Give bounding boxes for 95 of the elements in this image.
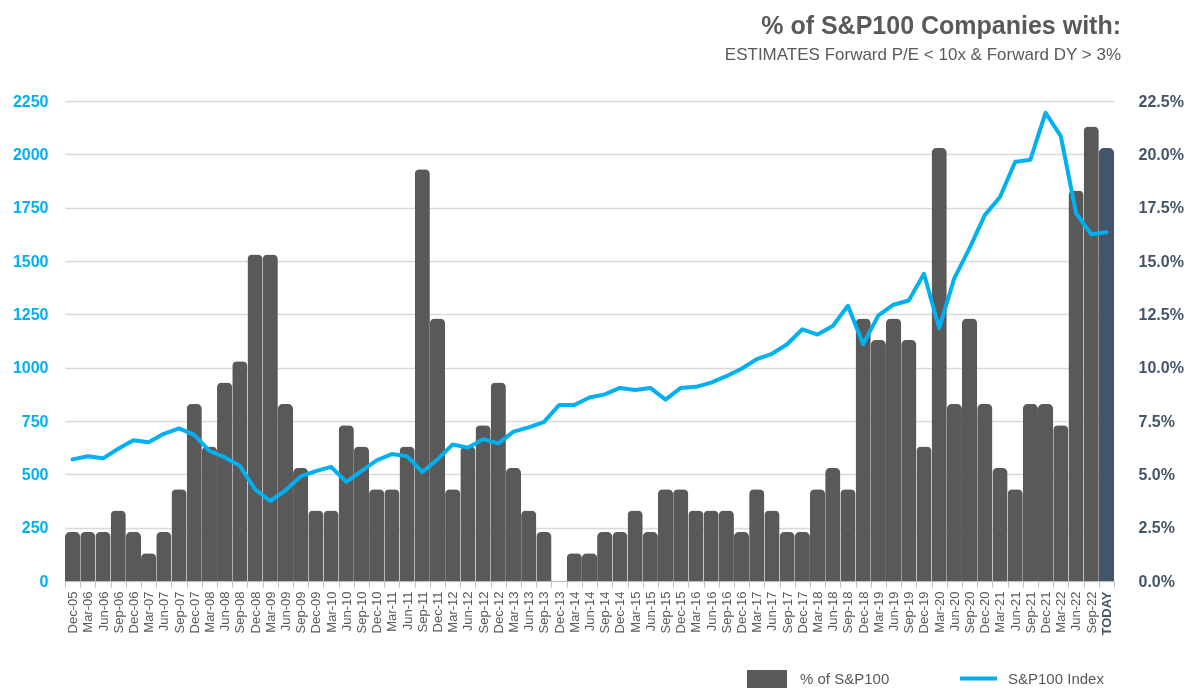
x-tick-label: Mar-14 <box>566 591 582 633</box>
x-tick-label: Jun-12 <box>460 591 476 632</box>
y-tick-label: 250 <box>21 519 49 537</box>
x-tick-label: TODAY <box>1098 591 1114 636</box>
x-tick-label: Dec-13 <box>551 591 567 634</box>
x-tick-label: Mar-11 <box>384 591 400 632</box>
x-tick-label: Jun-21 <box>1007 591 1023 632</box>
x-tick-label: Mar-20 <box>931 591 947 633</box>
y2-tick-label: 0.0% <box>1138 572 1175 590</box>
x-tick-label: Jun-13 <box>521 591 537 632</box>
y-tick-label: 1500 <box>12 252 49 270</box>
x-tick-label: Dec-15 <box>673 591 689 634</box>
y-tick-label: 1250 <box>12 305 49 323</box>
x-tick-label: Dec-08 <box>247 591 263 634</box>
x-tick-label: Sep-20 <box>962 591 978 634</box>
y-tick-label: 1000 <box>12 359 49 377</box>
x-tick-label: Mar-13 <box>505 591 521 633</box>
x-tick-label: Dec-21 <box>1038 591 1054 634</box>
x-tick-label: Jun-22 <box>1068 591 1084 632</box>
x-tick-label: Sep-13 <box>536 591 552 634</box>
line-series <box>70 110 1109 503</box>
x-tick-label: Jun-10 <box>338 591 354 632</box>
x-tick-label: Dec-20 <box>977 591 993 634</box>
x-tick-label: Sep-06 <box>110 591 126 634</box>
x-tick-label: Dec-17 <box>794 591 810 634</box>
y2-tick-label: 7.5% <box>1138 412 1175 430</box>
x-tick-label: Mar-07 <box>141 591 157 633</box>
chart-title: % of S&P100 Companies with: <box>761 11 1121 39</box>
y2-tick-label: 15.0% <box>1138 252 1184 270</box>
x-tick-label: Sep-10 <box>353 591 369 634</box>
x-tick-label: Dec-12 <box>490 591 506 634</box>
y2-tick-label: 22.5% <box>1138 92 1184 110</box>
y-tick-label: 2250 <box>12 92 49 110</box>
x-tick-label: Dec-19 <box>916 591 932 634</box>
x-tick-label: Dec-05 <box>65 591 81 634</box>
x-tick-label: Dec-06 <box>125 591 141 634</box>
x-tick-label: Dec-16 <box>734 591 750 634</box>
chart-subtitle: ESTIMATES Forward P/E < 10x & Forward DY > 3% <box>724 45 1121 64</box>
x-tick-label: Jun-08 <box>217 591 233 632</box>
x-tick-label: Sep-09 <box>293 591 309 634</box>
y-tick-label: 500 <box>21 465 49 483</box>
x-tick-label: Dec-10 <box>369 591 385 634</box>
x-tick-label: Jun-16 <box>703 591 719 632</box>
x-tick-label: Sep-11 <box>414 591 430 633</box>
y-tick-label: 1750 <box>12 199 49 217</box>
y2-tick-label: 2.5% <box>1138 519 1175 537</box>
y-tick-label: 0 <box>39 572 49 590</box>
x-tick-label: Mar-22 <box>1053 591 1069 633</box>
bar <box>1098 147 1114 581</box>
x-tick-label: Jun-06 <box>95 591 111 632</box>
x-tick-label: Mar-18 <box>810 591 826 633</box>
x-tick-label: Jun-19 <box>886 591 902 632</box>
y-tick-label: 2000 <box>12 145 49 163</box>
x-tick-label: Mar-16 <box>688 591 704 633</box>
x-tick-label: Dec-18 <box>855 591 871 634</box>
y2-tick-label: 17.5% <box>1138 199 1184 217</box>
x-tick-label: Jun-11 <box>399 591 415 631</box>
x-tick-label: Dec-11 <box>429 591 445 633</box>
x-tick-label: Jun-14 <box>582 591 597 632</box>
y2-tick-label: 20.0% <box>1138 145 1184 163</box>
x-tick-label: Sep-19 <box>901 591 917 634</box>
x-tick-label: Sep-15 <box>658 591 674 634</box>
x-tick-label: Sep-21 <box>1022 591 1038 634</box>
x-tick-label: Mar-06 <box>80 591 96 633</box>
x-tick-label: Sep-12 <box>475 591 491 634</box>
x-tick-label: Jun-17 <box>764 591 780 632</box>
x-tick-label: Jun-09 <box>277 591 293 632</box>
x-tick-label: Sep-17 <box>779 591 795 634</box>
x-tick-label: Mar-15 <box>627 591 643 633</box>
x-tick-label: Jun-15 <box>642 591 658 632</box>
x-tick-label: Sep-22 <box>1083 591 1099 634</box>
x-tick-label: Sep-16 <box>718 591 734 634</box>
x-tick-label: Dec-07 <box>186 591 202 634</box>
x-tick-label: Dec-14 <box>612 591 628 634</box>
x-tick-label: Sep-14 <box>597 591 613 634</box>
x-tick-label: Mar-17 <box>749 591 765 633</box>
x-tick-label: Sep-08 <box>232 591 248 634</box>
x-tick-label: Dec-09 <box>308 591 324 634</box>
x-tick-label: Jun-20 <box>946 591 962 632</box>
x-tick-label: Sep-18 <box>840 591 856 634</box>
y2-tick-label: 5.0% <box>1138 465 1175 483</box>
x-tick-label: Jun-07 <box>156 591 172 632</box>
x-tick-label: Mar-19 <box>870 591 886 633</box>
legend-label: % of S&P100 <box>800 670 890 687</box>
y-tick-label: 750 <box>21 412 49 430</box>
x-tick-label: Sep-07 <box>171 591 187 634</box>
x-tick-label: Mar-12 <box>445 591 461 633</box>
x-tick-label: Mar-08 <box>201 591 217 633</box>
x-tick-label: Mar-21 <box>992 591 1008 633</box>
x-tick-label: Mar-09 <box>262 591 278 633</box>
legend-label: S&P100 Index <box>1008 669 1105 687</box>
y2-tick-label: 12.5% <box>1138 305 1184 323</box>
x-tick-label: Mar-10 <box>323 591 339 633</box>
x-tick-label: Jun-18 <box>825 591 841 632</box>
y2-tick-label: 10.0% <box>1138 359 1184 377</box>
